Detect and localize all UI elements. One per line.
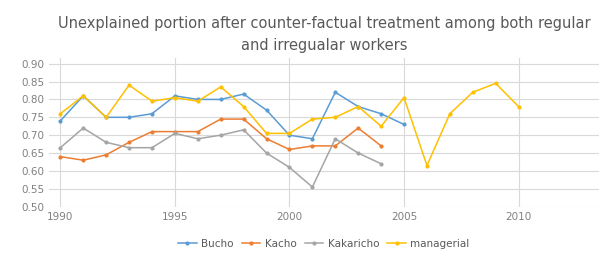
Kakaricho bbox=[148, 146, 156, 149]
managerial bbox=[148, 100, 156, 103]
managerial bbox=[79, 94, 87, 98]
Bucho bbox=[171, 94, 178, 98]
Kacho bbox=[354, 126, 362, 130]
Legend: Bucho, Kacho, Kakaricho, managerial: Bucho, Kacho, Kakaricho, managerial bbox=[178, 238, 470, 249]
Line: managerial: managerial bbox=[58, 81, 521, 168]
managerial bbox=[332, 116, 339, 119]
Kakaricho bbox=[217, 134, 224, 137]
Kacho bbox=[286, 148, 293, 151]
Kacho bbox=[194, 130, 202, 133]
managerial bbox=[492, 82, 499, 85]
Bucho bbox=[240, 92, 247, 96]
Bucho bbox=[263, 109, 270, 112]
Kakaricho bbox=[378, 162, 385, 165]
Kakaricho bbox=[240, 128, 247, 131]
Line: Bucho: Bucho bbox=[58, 90, 406, 141]
managerial bbox=[125, 83, 133, 87]
Kacho bbox=[79, 159, 87, 162]
Kacho bbox=[263, 137, 270, 140]
Bucho bbox=[217, 98, 224, 101]
managerial bbox=[263, 132, 270, 135]
Bucho bbox=[103, 116, 110, 119]
Bucho bbox=[332, 91, 339, 94]
Kakaricho bbox=[79, 126, 87, 130]
Bucho bbox=[309, 137, 316, 140]
Kacho bbox=[217, 117, 224, 121]
Line: Kakaricho: Kakaricho bbox=[58, 126, 383, 189]
Bucho bbox=[79, 94, 87, 98]
Kakaricho bbox=[103, 141, 110, 144]
Kakaricho bbox=[354, 152, 362, 155]
managerial bbox=[446, 112, 453, 115]
Bucho bbox=[194, 98, 202, 101]
Kakaricho bbox=[171, 132, 178, 135]
Kakaricho bbox=[194, 137, 202, 140]
Bucho bbox=[378, 112, 385, 115]
Bucho bbox=[354, 105, 362, 108]
Kacho bbox=[103, 153, 110, 156]
Kacho bbox=[309, 144, 316, 148]
Title: Unexplained portion after counter-factual treatment among both regular
and irreg: Unexplained portion after counter-factua… bbox=[57, 16, 590, 53]
Kacho bbox=[332, 144, 339, 148]
managerial bbox=[57, 112, 64, 115]
Kakaricho bbox=[263, 152, 270, 155]
Kacho bbox=[148, 130, 156, 133]
Bucho bbox=[400, 123, 408, 126]
Bucho bbox=[125, 116, 133, 119]
Kakaricho bbox=[286, 166, 293, 169]
Kacho bbox=[378, 144, 385, 148]
Kacho bbox=[240, 117, 247, 121]
managerial bbox=[309, 117, 316, 121]
managerial bbox=[240, 105, 247, 108]
managerial bbox=[103, 116, 110, 119]
managerial bbox=[423, 164, 431, 167]
managerial bbox=[378, 125, 385, 128]
managerial bbox=[171, 96, 178, 99]
managerial bbox=[354, 105, 362, 108]
Bucho bbox=[148, 112, 156, 115]
managerial bbox=[217, 85, 224, 89]
managerial bbox=[400, 96, 408, 99]
Kakaricho bbox=[57, 146, 64, 149]
Kacho bbox=[57, 155, 64, 158]
Bucho bbox=[57, 119, 64, 122]
Kacho bbox=[171, 130, 178, 133]
Kacho bbox=[125, 141, 133, 144]
Line: Kacho: Kacho bbox=[58, 117, 383, 162]
Bucho bbox=[286, 134, 293, 137]
Kakaricho bbox=[332, 137, 339, 140]
managerial bbox=[194, 100, 202, 103]
managerial bbox=[515, 105, 522, 108]
managerial bbox=[469, 91, 477, 94]
managerial bbox=[286, 132, 293, 135]
Kakaricho bbox=[125, 146, 133, 149]
Kakaricho bbox=[309, 186, 316, 189]
